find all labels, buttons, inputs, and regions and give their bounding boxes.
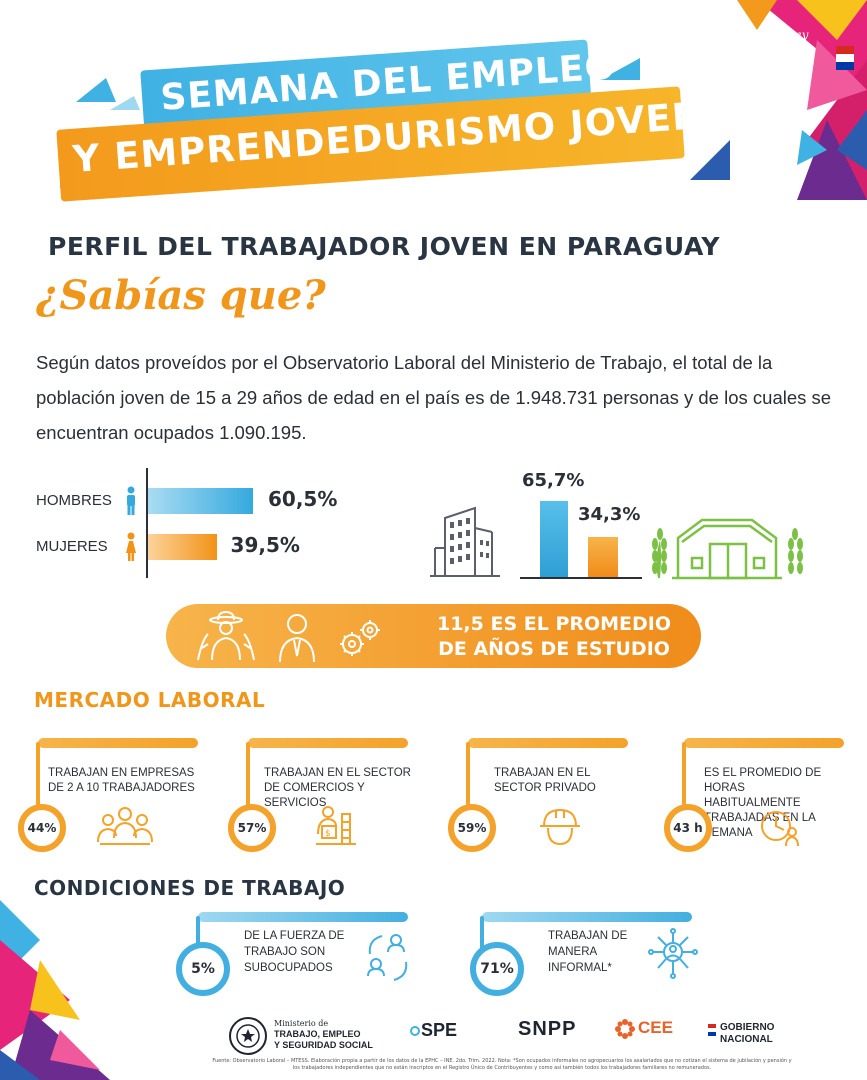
stat-card: TRABAJAN EN EL SECTOR DE COMERCIOS Y SER…	[228, 738, 411, 852]
section-title-condiciones: CONDICIONES DE TRABAJO	[34, 876, 346, 900]
card-accent	[198, 912, 408, 922]
stat-card: TRABAJAN EN EL SECTOR PRIVADO 59%	[448, 738, 628, 852]
spe-logo: SPE	[410, 1020, 457, 1041]
clock-icon	[761, 811, 799, 847]
card-accent	[682, 742, 686, 806]
condition-card: TRABAJAN DE MANERA INFORMAL* 71%	[460, 912, 705, 1012]
card-text: ES EL PROMEDIO DE HORAS HABITUALMENTE TR…	[704, 767, 822, 839]
man-icon	[127, 486, 135, 515]
study-text: 11,5 ES EL PROMEDIO DE AÑOS DE ESTUDIO	[424, 612, 684, 662]
stat-value: 57%	[228, 804, 276, 852]
section-title-mercado: MERCADO LABORAL	[34, 688, 266, 712]
stat-value: 43 h	[664, 804, 712, 852]
sector-axis	[520, 577, 642, 579]
study-banner: 11,5 ES EL PROMEDIO DE AÑOS DE ESTUDIO	[166, 604, 701, 668]
study-line-2: DE AÑOS DE ESTUDIO	[438, 638, 670, 660]
gender-label-women: MUJERES	[36, 538, 108, 555]
card-accent	[466, 742, 470, 806]
cee-flower-icon	[615, 1019, 635, 1039]
team-icon	[97, 807, 153, 845]
triangle-decoration	[76, 78, 116, 102]
brand-logo: Paraguay de la gente	[734, 28, 826, 96]
gender-axis	[146, 468, 148, 578]
card-accent	[38, 738, 198, 748]
barn-icon	[652, 518, 803, 580]
ministry-prefix: Ministerio de	[274, 1019, 329, 1028]
snpp-logo: SNPP	[518, 1018, 577, 1040]
card-text: TRABAJAN EN EL SECTOR DE COMERCIOS Y SER…	[264, 767, 411, 809]
card-accent	[482, 912, 692, 922]
gobierno-line-2: NACIONAL	[720, 1034, 773, 1045]
stat-value: 59%	[448, 804, 496, 852]
footnote: Fuente: Observatorio Laboral – MTESS. El…	[212, 1058, 792, 1071]
stat-value: 71%	[470, 942, 524, 996]
triangle-decoration	[600, 58, 640, 80]
card-accent	[246, 742, 250, 806]
card-accent	[480, 916, 484, 972]
helmet-icon	[540, 808, 580, 846]
building-icon	[430, 506, 500, 577]
bar-rural	[588, 537, 618, 577]
gears-icon	[340, 620, 380, 656]
triangle-decoration	[110, 96, 140, 110]
spe-text: SPE	[421, 1020, 458, 1040]
spe-icon	[410, 1026, 420, 1036]
card-accent	[248, 738, 408, 748]
intro-paragraph: Según datos proveídos por el Observatori…	[36, 352, 832, 443]
commerce-icon: $	[316, 806, 356, 845]
stat-card: TRABAJAN EN EMPRESAS DE 2 A 10 TRABAJADO…	[18, 738, 198, 852]
network-icon	[648, 928, 698, 979]
page-title: PERFIL DEL TRABAJADOR JOVEN EN PARAGUAY	[48, 232, 721, 261]
card-accent	[684, 738, 844, 748]
value-women: 39,5%	[230, 533, 300, 557]
cycle-people-icon	[367, 934, 408, 981]
stat-value: 5%	[176, 942, 230, 996]
card-text: TRABAJAN EN EMPRESAS DE 2 A 10 TRABAJADO…	[48, 767, 195, 794]
card-accent	[36, 742, 40, 806]
study-line-1: 11,5 ES EL PROMEDIO	[436, 613, 672, 635]
card-text: TRABAJAN DE MANERA INFORMAL*	[548, 930, 628, 974]
bar-urban	[540, 501, 568, 577]
flag-icon	[836, 46, 854, 70]
bar-women	[148, 534, 217, 560]
page-subtitle: ¿Sabías que?	[36, 272, 326, 319]
gobierno-flag-icon	[708, 1024, 716, 1036]
gobierno-logo: GOBIERNO NACIONAL	[720, 1022, 774, 1046]
stat-value: 44%	[18, 804, 66, 852]
gender-label-men: HOMBRES	[36, 492, 112, 509]
seal-icon	[229, 1017, 267, 1055]
gobierno-line-1: GOBIERNO	[720, 1022, 775, 1033]
ministry-line-1: TRABAJO, EMPLEO	[274, 1029, 361, 1039]
condition-card: DE LA FUERZA DE TRABAJO SON SUBOCUPADOS …	[176, 912, 421, 1012]
stat-card: ES EL PROMEDIO DE HORAS HABITUALMENTE TR…	[664, 738, 844, 852]
woman-icon	[126, 532, 136, 561]
card-text: DE LA FUERZA DE TRABAJO SON SUBOCUPADOS	[244, 930, 345, 974]
ministry-logo: Ministerio de TRABAJO, EMPLEO Y SEGURIDA…	[274, 1018, 373, 1051]
bar-men	[148, 488, 253, 514]
worker-icon	[279, 614, 315, 663]
brand-line-2: de la gente	[746, 43, 814, 57]
brand-line-1: Paraguay	[751, 28, 809, 42]
svg-text:$: $	[325, 829, 331, 839]
corner-decoration	[0, 900, 110, 1080]
farmer-icon	[197, 610, 255, 661]
triangle-decoration	[690, 140, 730, 180]
value-rural: 34,3%	[578, 504, 641, 525]
value-men: 60,5%	[268, 487, 338, 511]
card-text: TRABAJAN EN EL SECTOR PRIVADO	[494, 767, 596, 794]
cee-logo: CEE	[638, 1018, 673, 1037]
card-accent	[468, 738, 628, 748]
ministry-line-2: Y SEGURIDAD SOCIAL	[274, 1040, 373, 1050]
value-urban: 65,7%	[522, 470, 585, 491]
